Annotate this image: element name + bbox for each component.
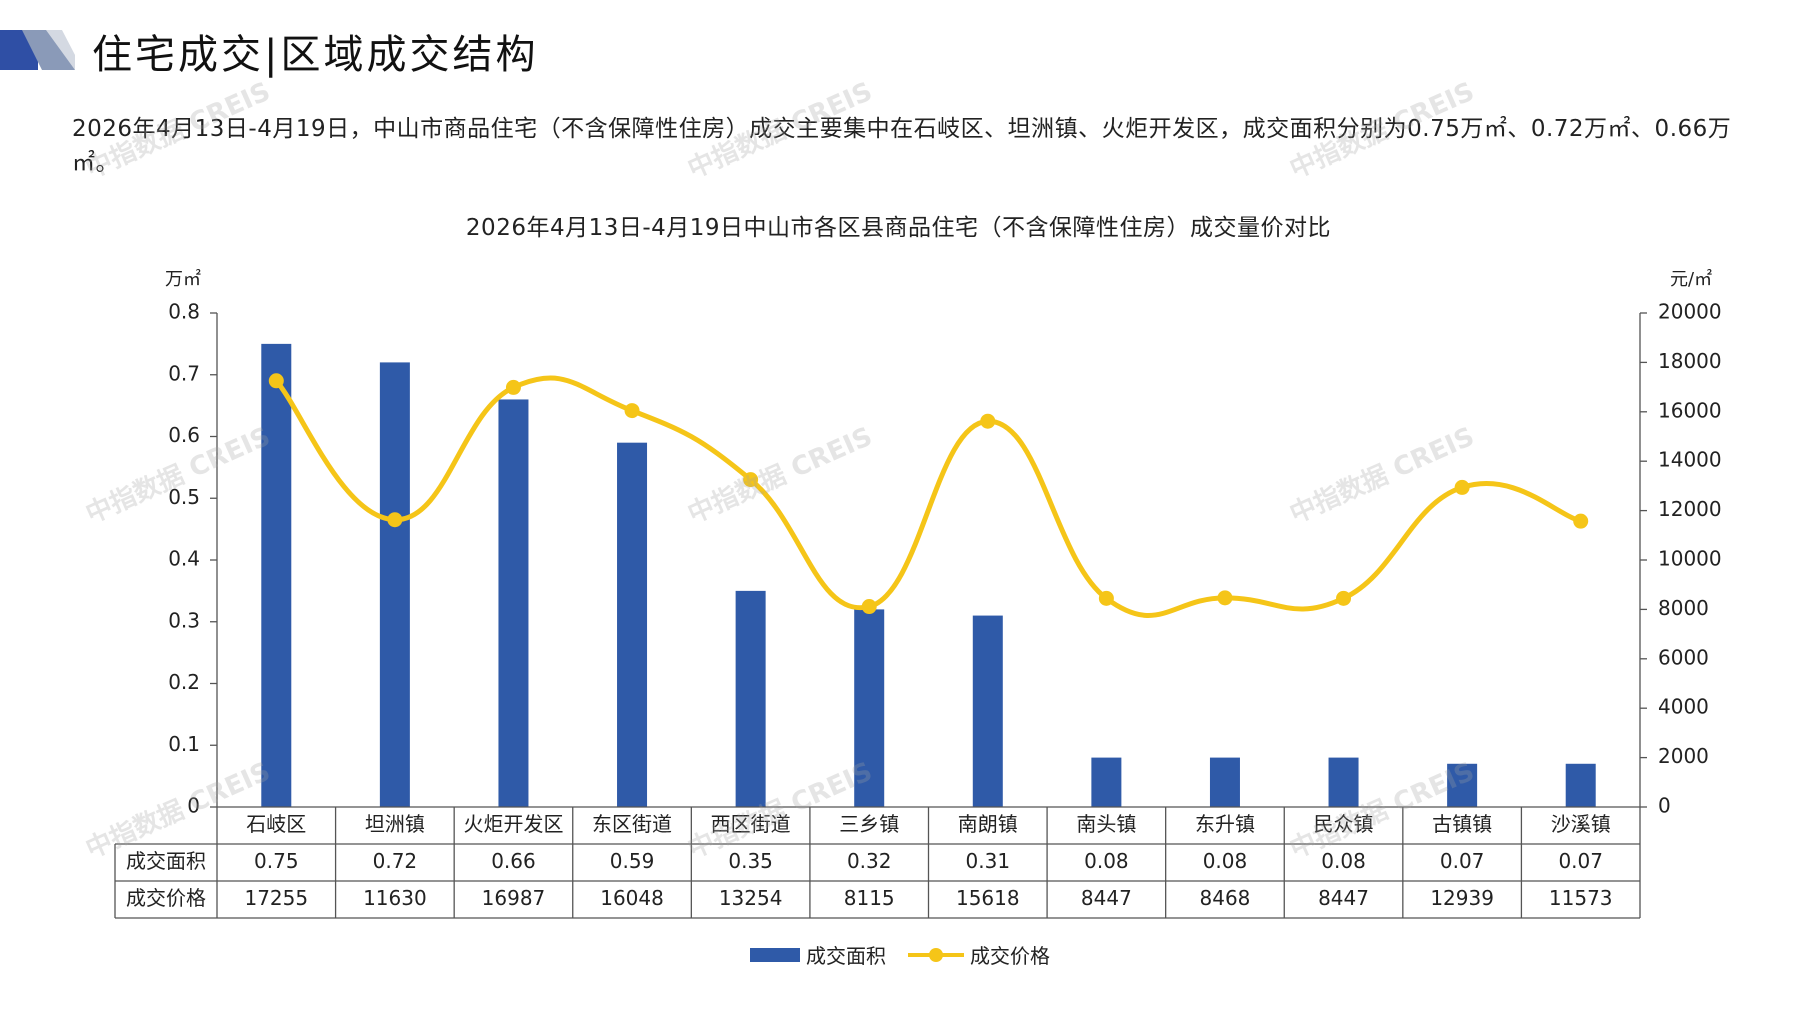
page-title: 住宅成交|区域成交结构 <box>92 32 539 78</box>
table-cell: 0.72 <box>373 849 418 873</box>
chart-legend: 成交面积 成交价格 <box>750 940 1050 969</box>
table-cell: 11573 <box>1549 886 1613 910</box>
right-tick-label: 20000 <box>1658 300 1722 324</box>
legend-bar-swatch <box>750 947 800 962</box>
table-cell: 13254 <box>719 886 783 910</box>
table-cell: 8115 <box>844 886 895 910</box>
category-label: 火炬开发区 <box>463 812 563 836</box>
bar <box>617 442 648 807</box>
price-line <box>274 375 1582 618</box>
table-cell: 12939 <box>1430 886 1494 910</box>
price-point <box>743 472 759 488</box>
table-row-label: 成交面积 <box>126 849 206 873</box>
bar <box>1565 763 1596 807</box>
bar <box>854 609 885 807</box>
bar <box>1328 757 1359 807</box>
category-label: 三乡镇 <box>839 812 899 836</box>
category-label: 南朗镇 <box>958 812 1018 836</box>
legend-label-area: 成交面积 <box>806 944 886 968</box>
bar <box>972 615 1003 807</box>
right-tick-label: 0 <box>1658 794 1671 818</box>
right-tick-label: 16000 <box>1658 398 1722 422</box>
legend-item-price: 成交价格 <box>908 940 1050 969</box>
right-tick-label: 8000 <box>1658 596 1709 620</box>
bar <box>1091 757 1122 807</box>
left-tick-label: 0.3 <box>168 608 200 632</box>
price-point <box>505 379 521 395</box>
category-label: 东区街道 <box>592 812 672 836</box>
table-cell: 16048 <box>600 886 664 910</box>
category-label: 古镇镇 <box>1432 812 1492 836</box>
table-cell: 0.08 <box>1203 849 1248 873</box>
right-tick-label: 18000 <box>1658 349 1722 373</box>
bar <box>1209 757 1240 807</box>
bar <box>261 343 292 807</box>
bar <box>379 362 410 807</box>
right-tick-label: 10000 <box>1658 547 1722 571</box>
left-tick-label: 0.2 <box>168 670 200 694</box>
table-cell: 0.07 <box>1440 849 1485 873</box>
right-tick-label: 12000 <box>1658 497 1722 521</box>
right-tick-label: 2000 <box>1658 744 1709 768</box>
header-logo-mark <box>0 30 75 70</box>
table-cell: 0.08 <box>1084 849 1129 873</box>
price-point <box>1217 590 1233 606</box>
price-point <box>387 512 403 528</box>
table-cell: 8447 <box>1318 886 1369 910</box>
table-cell: 0.07 <box>1558 849 1603 873</box>
table-cell: 0.32 <box>847 849 892 873</box>
price-point <box>861 599 877 615</box>
category-label: 坦洲镇 <box>365 812 425 836</box>
table-cell: 8468 <box>1200 886 1251 910</box>
table-cell: 0.59 <box>610 849 655 873</box>
legend-label-price: 成交价格 <box>970 944 1050 968</box>
price-point <box>624 403 640 419</box>
category-label: 西区街道 <box>711 812 791 836</box>
legend-item-area: 成交面积 <box>750 940 886 969</box>
legend-line-swatch <box>908 947 964 963</box>
table-cell: 15618 <box>956 886 1020 910</box>
summary-text: 2026年4月13日-4月19日，中山市商品住宅（不含保障性住房）成交主要集中在… <box>72 116 1732 176</box>
right-tick-label: 6000 <box>1658 645 1709 669</box>
left-tick-label: 0.5 <box>168 485 200 509</box>
bar <box>498 399 529 807</box>
price-point <box>1454 479 1470 495</box>
table-cell: 0.08 <box>1321 849 1366 873</box>
table-cell: 0.31 <box>966 849 1011 873</box>
right-axis-unit: 元/㎡ <box>1670 269 1713 290</box>
left-tick-label: 0.4 <box>168 547 200 571</box>
table-cell: 0.66 <box>491 849 536 873</box>
table-cell: 0.35 <box>728 849 773 873</box>
table-cell: 16987 <box>482 886 546 910</box>
price-point <box>1098 590 1114 606</box>
category-label: 石岐区 <box>246 812 306 836</box>
price-point <box>980 413 996 429</box>
left-tick-label: 0.6 <box>168 423 200 447</box>
table-cell: 11630 <box>363 886 427 910</box>
table-cell: 0.75 <box>254 849 299 873</box>
table-cell: 17255 <box>244 886 308 910</box>
price-point <box>1573 513 1589 529</box>
category-label: 民众镇 <box>1314 812 1374 836</box>
category-label: 南头镇 <box>1076 812 1136 836</box>
left-tick-label: 0.1 <box>168 732 200 756</box>
left-tick-label: 0.8 <box>168 300 200 324</box>
category-label: 东升镇 <box>1195 812 1255 836</box>
price-point <box>1336 590 1352 606</box>
bar <box>1447 763 1478 807</box>
table-cell: 8447 <box>1081 886 1132 910</box>
right-tick-label: 14000 <box>1658 448 1722 472</box>
price-point <box>268 373 284 389</box>
bar <box>735 590 766 807</box>
left-tick-label: 0 <box>187 794 200 818</box>
chart-title: 2026年4月13日-4月19日中山市各区县商品住宅（不含保障性住房）成交量价对… <box>465 215 1332 241</box>
left-axis-unit: 万㎡ <box>165 269 201 290</box>
category-label: 沙溪镇 <box>1551 812 1611 836</box>
table-row-label: 成交价格 <box>126 886 206 910</box>
left-tick-label: 0.7 <box>168 361 200 385</box>
right-tick-label: 4000 <box>1658 695 1709 719</box>
